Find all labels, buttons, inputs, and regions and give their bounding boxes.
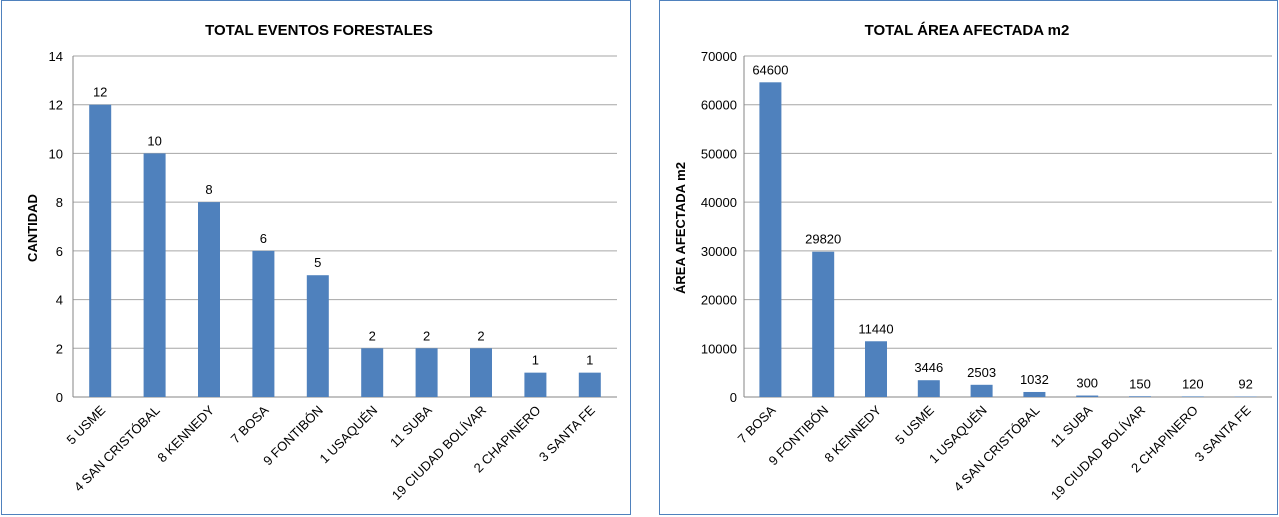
- chart-panel-area: TOTAL ÁREA AFECTADA m2 ÁREA AFECTADA m2 …: [659, 0, 1278, 515]
- y-tick-label: 50000: [701, 146, 737, 161]
- bar: [812, 251, 835, 397]
- bar: [1129, 396, 1151, 397]
- y-tick-label: 4: [56, 293, 63, 308]
- bar: [917, 380, 940, 397]
- x-tick-label: 11 SUBA: [387, 402, 435, 450]
- chart-panel-eventos: TOTAL EVENTOS FORESTALES CANTIDAD 0 2 4 6 8 1…: [1, 0, 631, 515]
- x-tick-label: 1 USAQUÉN: [317, 403, 381, 467]
- data-label: 2: [369, 328, 376, 343]
- bar: [252, 250, 275, 397]
- bar: [524, 372, 547, 397]
- bar: [415, 348, 438, 397]
- x-tick-label: 5 USME: [892, 402, 937, 447]
- bar: [198, 202, 220, 397]
- bar: [89, 104, 112, 397]
- bar: [759, 82, 782, 397]
- y-tick-label: 40000: [701, 195, 737, 210]
- y-tick-label: 60000: [701, 98, 737, 113]
- data-label: 92: [1238, 377, 1252, 392]
- x-tick-label: 5 USME: [63, 402, 108, 447]
- y-tick-label: 0: [730, 390, 737, 405]
- y-tick-label: 0: [56, 390, 63, 405]
- x-tick-label: 19 CIUDAD BOLÍVAR: [1048, 403, 1148, 503]
- y-tick-label: 20000: [701, 293, 737, 308]
- data-label: 5: [314, 255, 321, 270]
- data-label: 1: [586, 353, 593, 368]
- data-label: 11440: [858, 321, 893, 336]
- bar: [306, 275, 329, 397]
- data-label: 29820: [805, 232, 841, 247]
- x-tick-label: 7 BOSA: [735, 402, 779, 446]
- bar: [143, 153, 166, 397]
- data-label: 3446: [914, 360, 943, 375]
- x-tick-label: 8 KENNEDY: [821, 402, 884, 465]
- data-label: 6: [260, 231, 267, 246]
- data-label: 1: [532, 353, 539, 368]
- y-axis-label: ÁREA AFECTADA m2: [673, 162, 688, 294]
- bar: [1023, 391, 1046, 397]
- bar: [865, 341, 887, 397]
- y-tick-label: 8: [56, 195, 63, 210]
- data-label: 2: [477, 328, 484, 343]
- y-tick-label: 70000: [701, 49, 737, 64]
- y-axis-label: CANTIDAD: [25, 194, 40, 262]
- bar: [361, 348, 384, 397]
- data-label: 12: [93, 85, 107, 100]
- data-label: 8: [205, 182, 212, 197]
- x-tick-label: 3 SANTA FE: [536, 402, 598, 464]
- data-label: 120: [1182, 376, 1204, 391]
- chart-title: TOTAL ÁREA AFECTADA m2: [865, 22, 1070, 39]
- data-label: 10: [147, 133, 161, 148]
- data-label: 2: [423, 328, 430, 343]
- y-tick-label: 2: [56, 341, 63, 356]
- bar: [1181, 396, 1204, 397]
- x-tick-label: 3 SANTA FE: [1192, 402, 1254, 464]
- data-label: 2503: [967, 365, 996, 380]
- x-tick-label: 7 BOSA: [228, 402, 272, 446]
- x-tick-label: 8 KENNEDY: [154, 402, 217, 465]
- chart-area-svg: TOTAL ÁREA AFECTADA m2 ÁREA AFECTADA m2 …: [673, 22, 1272, 503]
- y-tick-label: 30000: [701, 244, 737, 259]
- chart-eventos-svg: TOTAL EVENTOS FORESTALES CANTIDAD 0 2 4 6 8 1…: [25, 22, 617, 503]
- y-tick-label: 10: [49, 146, 63, 161]
- bar: [578, 372, 601, 397]
- y-tick-label: 12: [49, 98, 63, 113]
- bar: [1076, 395, 1099, 397]
- chart-title: TOTAL EVENTOS FORESTALES: [205, 22, 433, 39]
- data-label: 1032: [1020, 372, 1049, 387]
- y-tick-label: 10000: [701, 341, 737, 356]
- x-tick-label: 11 SUBA: [1048, 402, 1096, 450]
- x-tick-label: 19 CIUDAD BOLÍVAR: [389, 403, 489, 503]
- y-tick-label: 14: [49, 49, 63, 64]
- bar: [470, 348, 492, 397]
- y-tick-label: 6: [56, 244, 63, 259]
- data-label: 64600: [752, 62, 788, 77]
- data-label: 150: [1129, 376, 1151, 391]
- data-label: 300: [1076, 376, 1098, 391]
- bar: [970, 384, 993, 397]
